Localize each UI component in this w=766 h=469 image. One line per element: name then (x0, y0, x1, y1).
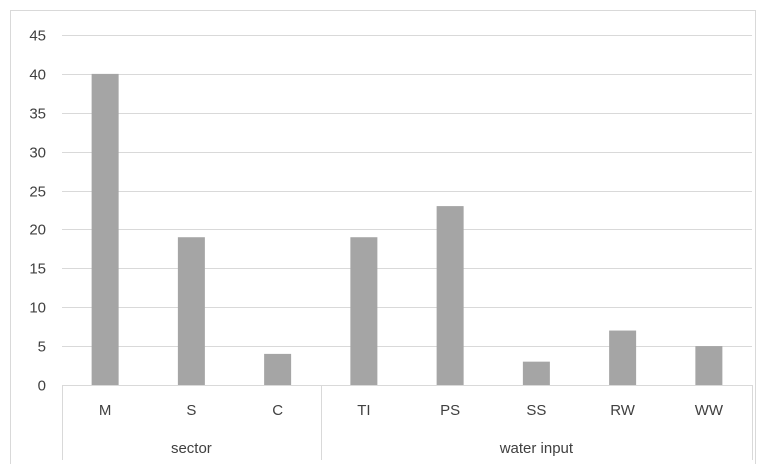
bar-SS (522, 361, 550, 385)
x-tick-label: C (272, 402, 283, 419)
group-label: water input (499, 440, 574, 457)
bar-M (91, 73, 119, 385)
x-tick-label: PS (440, 402, 460, 419)
x-tick-label: RW (610, 402, 636, 419)
y-tick-label: 20 (29, 222, 46, 239)
x-tick-label: M (99, 402, 112, 419)
y-tick-label: 40 (29, 67, 46, 84)
gridlines (62, 35, 752, 386)
y-tick-label: 45 (29, 28, 46, 45)
group-label: sector (171, 440, 212, 457)
y-tick-label: 10 (29, 300, 46, 317)
x-tick-label: WW (695, 402, 724, 419)
y-tick-label: 30 (29, 145, 46, 162)
x-tick-label: SS (526, 402, 546, 419)
bar-PS (436, 206, 464, 385)
bar-C (264, 353, 292, 385)
bar-TI (350, 237, 378, 385)
x-tick-label: TI (357, 402, 370, 419)
bar-WW (695, 346, 723, 385)
bars (91, 73, 723, 385)
x-tick-label: S (186, 402, 196, 419)
x-axis-group-labels: sector water input (62, 385, 753, 460)
y-axis-ticks: 0 5 10 15 20 25 30 35 40 45 (29, 28, 46, 395)
y-tick-label: 5 (38, 339, 46, 356)
bar-S (177, 237, 205, 385)
bar-RW (609, 330, 637, 385)
y-tick-label: 25 (29, 184, 46, 201)
y-tick-label: 15 (29, 261, 46, 278)
y-tick-label: 0 (38, 378, 46, 395)
x-axis-category-labels: M S C TI PS SS RW WW (99, 402, 724, 419)
chart-frame (10, 10, 756, 469)
y-tick-label: 35 (29, 106, 46, 123)
